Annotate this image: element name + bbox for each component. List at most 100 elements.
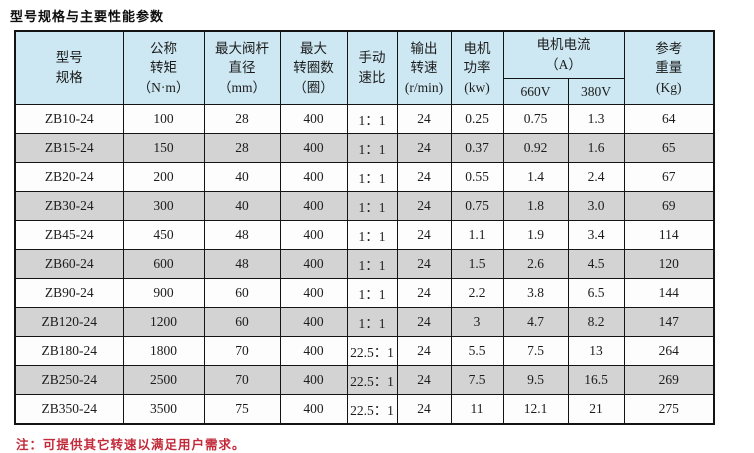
table-cell: 70 xyxy=(203,336,281,366)
table-cell: 5.5 xyxy=(450,336,504,366)
table-cell: 0.75 xyxy=(502,104,569,134)
table-body: ZB10-24 100 28 400 1：1 24 0.25 0.75 1.3 64 ZB15-24… xyxy=(14,104,715,425)
model-cell: ZB30-24 xyxy=(14,191,124,221)
table-cell: 1.9 xyxy=(502,220,569,250)
table-row: ZB90-24 900 60 400 1：1 24 2.2 3.8 6.5 144 xyxy=(14,278,715,308)
table-cell: 0.55 xyxy=(450,162,504,192)
table-cell: 400 xyxy=(279,249,348,279)
table-cell: 1.1 xyxy=(450,220,504,250)
table-cell: 400 xyxy=(279,104,348,134)
table-cell: 3.0 xyxy=(567,191,625,221)
model-cell: ZB250-24 xyxy=(14,365,124,395)
table-cell: 0.25 xyxy=(450,104,504,134)
table-row: ZB15-24 150 28 400 1：1 24 0.37 0.92 1.6 65 xyxy=(14,133,715,163)
table-cell: 900 xyxy=(122,278,205,308)
table-cell: 13 xyxy=(567,336,625,366)
table-cell: 400 xyxy=(279,133,348,163)
table-cell: 6.5 xyxy=(567,278,625,308)
table-cell: 4.5 xyxy=(567,249,625,279)
table-cell: 24 xyxy=(396,278,452,308)
table-cell: 70 xyxy=(203,365,281,395)
table-row: ZB30-24 300 40 400 1：1 24 0.75 1.8 3.0 69 xyxy=(14,191,715,221)
table-cell: 400 xyxy=(279,365,348,395)
table-cell: 48 xyxy=(203,220,281,250)
table-cell: 0.37 xyxy=(450,133,504,163)
table-cell: 300 xyxy=(122,191,205,221)
table-cell: 2.2 xyxy=(450,278,504,308)
table-cell: 150 xyxy=(122,133,205,163)
header-current-660v: 660V xyxy=(502,78,569,105)
table-cell: 400 xyxy=(279,394,348,425)
table-cell: 1：1 xyxy=(346,191,398,221)
header-max-turns: 最大 转圈数 （圈） xyxy=(279,30,348,105)
table-cell: 24 xyxy=(396,133,452,163)
table-cell: 114 xyxy=(623,220,715,250)
model-cell: ZB20-24 xyxy=(14,162,124,192)
table-cell: 8.2 xyxy=(567,307,625,337)
table-cell: 22.5：1 xyxy=(346,365,398,395)
model-cell: ZB15-24 xyxy=(14,133,124,163)
header-row-main: 型号 规格 公称 转矩 （N·m） 最大阀杆 直径 （mm） 最大 转圈数 （圈… xyxy=(14,30,715,105)
table-cell: 1.3 xyxy=(567,104,625,134)
table-cell: 275 xyxy=(623,394,715,425)
table-cell: 24 xyxy=(396,307,452,337)
table-cell: 1800 xyxy=(122,336,205,366)
table-cell: 450 xyxy=(122,220,205,250)
table-cell: 1：1 xyxy=(346,278,398,308)
table-cell: 200 xyxy=(122,162,205,192)
table-cell: 100 xyxy=(122,104,205,134)
table-cell: 40 xyxy=(203,162,281,192)
model-cell: ZB180-24 xyxy=(14,336,124,366)
table-row: ZB180-24 1800 70 400 22.5：1 24 5.5 7.5 13 264 xyxy=(14,336,715,366)
table-cell: 75 xyxy=(203,394,281,425)
table-cell: 3 xyxy=(450,307,504,337)
table-cell: 24 xyxy=(396,191,452,221)
header-motor-current: 电机电流 （A） xyxy=(502,30,625,79)
table-cell: 1.6 xyxy=(567,133,625,163)
table-cell: 400 xyxy=(279,191,348,221)
table-cell: 24 xyxy=(396,220,452,250)
table-cell: 2.6 xyxy=(502,249,569,279)
table-cell: 12.1 xyxy=(502,394,569,425)
table-row: ZB250-24 2500 70 400 22.5：1 24 7.5 9.5 16.5 269 xyxy=(14,365,715,395)
header-output-speed: 输出 转速 (r/min) xyxy=(396,30,452,105)
table-cell: 67 xyxy=(623,162,715,192)
table-row: ZB10-24 100 28 400 1：1 24 0.25 0.75 1.3 64 xyxy=(14,104,715,134)
table-row: ZB120-24 1200 60 400 1：1 24 3 4.7 8.2 147 xyxy=(14,307,715,337)
table-cell: 24 xyxy=(396,394,452,425)
table-cell: 1：1 xyxy=(346,249,398,279)
table-cell: 48 xyxy=(203,249,281,279)
table-cell: 2.4 xyxy=(567,162,625,192)
header-motor-power: 电机 功率 (kw) xyxy=(450,30,504,105)
table-cell: 600 xyxy=(122,249,205,279)
table-cell: 28 xyxy=(203,133,281,163)
table-cell: 1200 xyxy=(122,307,205,337)
table-cell: 1：1 xyxy=(346,104,398,134)
table-cell: 0.75 xyxy=(450,191,504,221)
table-cell: 400 xyxy=(279,336,348,366)
header-current-380v: 380V xyxy=(567,78,625,105)
table-cell: 3.4 xyxy=(567,220,625,250)
spec-table: 型号 规格 公称 转矩 （N·m） 最大阀杆 直径 （mm） 最大 转圈数 （圈… xyxy=(14,30,715,425)
table-cell: 60 xyxy=(203,307,281,337)
table-cell: 400 xyxy=(279,220,348,250)
table-cell: 22.5：1 xyxy=(346,336,398,366)
table-cell: 64 xyxy=(623,104,715,134)
table-cell: 1.4 xyxy=(502,162,569,192)
table-cell: 24 xyxy=(396,336,452,366)
table-cell: 60 xyxy=(203,278,281,308)
header-model: 型号 规格 xyxy=(14,30,124,105)
table-cell: 120 xyxy=(623,249,715,279)
table-cell: 1.8 xyxy=(502,191,569,221)
table-cell: 24 xyxy=(396,249,452,279)
table-cell: 1：1 xyxy=(346,162,398,192)
table-cell: 16.5 xyxy=(567,365,625,395)
table-row: ZB20-24 200 40 400 1：1 24 0.55 1.4 2.4 67 xyxy=(14,162,715,192)
table-cell: 9.5 xyxy=(502,365,569,395)
table-cell: 24 xyxy=(396,365,452,395)
header-stem-diameter: 最大阀杆 直径 （mm） xyxy=(203,30,281,105)
table-cell: 400 xyxy=(279,162,348,192)
table-row: ZB60-24 600 48 400 1：1 24 1.5 2.6 4.5 120 xyxy=(14,249,715,279)
table-cell: 21 xyxy=(567,394,625,425)
header-manual-ratio: 手动 速比 xyxy=(346,30,398,105)
